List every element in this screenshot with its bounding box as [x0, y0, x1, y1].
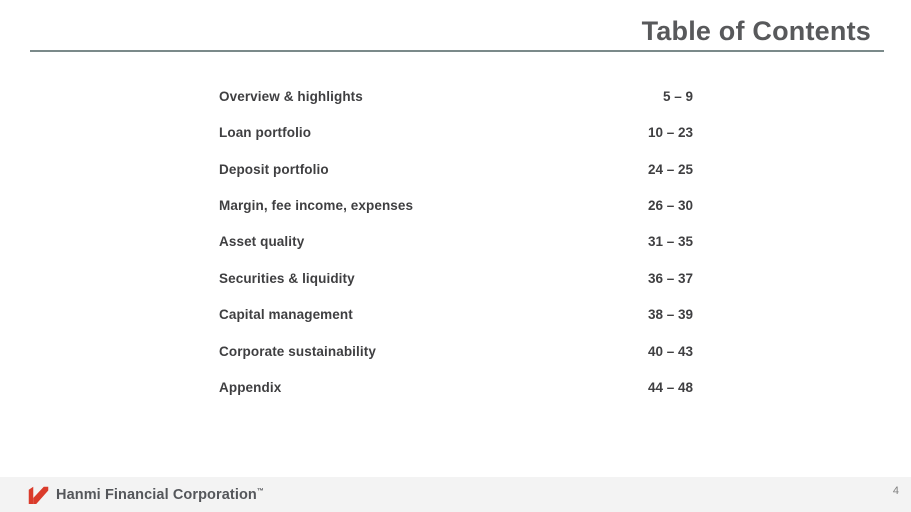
toc-entry-pages: 36 – 37 — [647, 270, 693, 286]
toc-list: Overview & highlights 5 – 9 Loan portfolio… — [219, 78, 693, 406]
toc-row: Capital management 38 – 39 — [219, 297, 693, 333]
toc-entry-pages: 26 – 30 — [647, 198, 693, 214]
toc-entry-pages: 31 – 35 — [647, 234, 693, 250]
toc-entry-label: Overview & highlights — [219, 88, 363, 104]
brand-logo: Hanmi Financial Corporation™ — [28, 485, 264, 505]
toc-entry-label: Appendix — [219, 380, 282, 396]
toc-entry-pages: 10 – 23 — [647, 125, 693, 141]
toc-row: Margin, fee income, expenses 26 – 30 — [219, 187, 693, 223]
toc-row: Deposit portfolio 24 – 25 — [219, 151, 693, 187]
toc-row: Securities & liquidity 36 – 37 — [219, 260, 693, 296]
toc-row: Overview & highlights 5 – 9 — [219, 78, 693, 114]
toc-entry-label: Deposit portfolio — [219, 161, 329, 177]
toc-row: Asset quality 31 – 35 — [219, 224, 693, 260]
page-title: Table of Contents — [641, 16, 871, 46]
toc-entry-pages: 5 – 9 — [662, 88, 693, 104]
trademark-mark: ™ — [256, 487, 264, 495]
toc-entry-pages: 40 – 43 — [647, 343, 693, 359]
toc-entry-pages: 38 – 39 — [647, 307, 693, 323]
hanmi-logo-icon — [28, 486, 49, 504]
toc-entry-label: Capital management — [219, 307, 353, 323]
page-number: 4 — [892, 485, 899, 497]
toc-entry-label: Loan portfolio — [219, 125, 312, 141]
toc-entry-pages: 24 – 25 — [647, 161, 693, 177]
toc-row: Appendix 44 – 48 — [219, 370, 693, 406]
toc-row: Corporate sustainability 40 – 43 — [219, 333, 693, 369]
toc-entry-label: Corporate sustainability — [219, 343, 376, 359]
title-divider — [30, 50, 884, 52]
toc-row: Loan portfolio 10 – 23 — [219, 114, 693, 150]
toc-entry-label: Asset quality — [219, 234, 305, 250]
footer-bar: Hanmi Financial Corporation™ 4 — [0, 477, 911, 512]
toc-entry-pages: 44 – 48 — [647, 380, 693, 396]
brand-name: Hanmi Financial Corporation™ — [56, 487, 264, 503]
brand-name-text: Hanmi Financial Corporation — [56, 486, 257, 503]
toc-entry-label: Securities & liquidity — [219, 270, 355, 286]
toc-entry-label: Margin, fee income, expenses — [219, 198, 414, 214]
